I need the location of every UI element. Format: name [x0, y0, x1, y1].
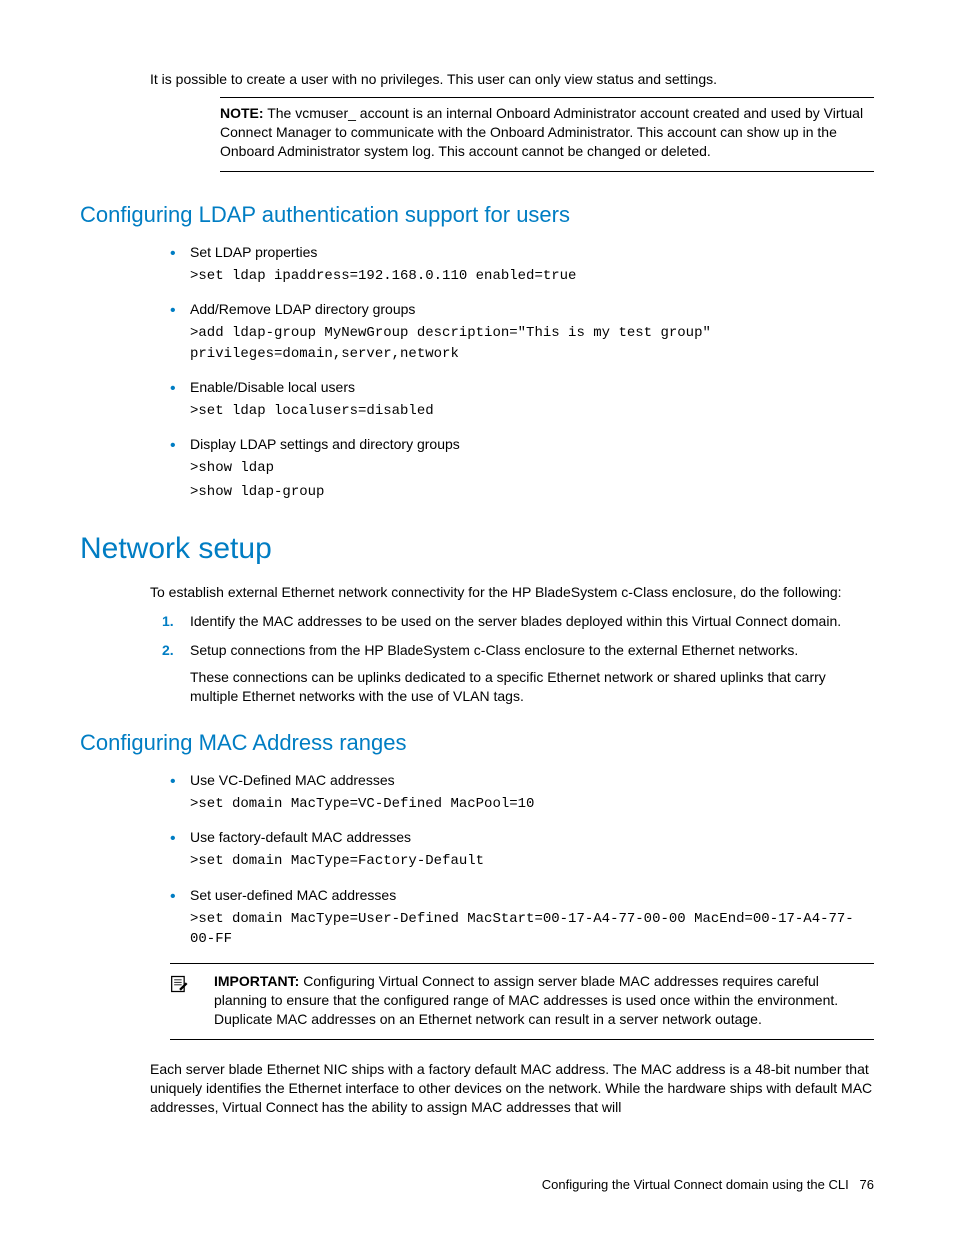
step-number: 2. [162, 641, 174, 660]
step-item: 1. Identify the MAC addresses to be used… [170, 612, 874, 631]
network-steps: 1. Identify the MAC addresses to be used… [170, 612, 874, 706]
item-label: Enable/Disable local users [190, 379, 355, 395]
heading-ldap: Configuring LDAP authentication support … [80, 200, 874, 230]
list-item: Display LDAP settings and directory grou… [170, 435, 874, 502]
item-label: Add/Remove LDAP directory groups [190, 301, 415, 317]
item-label: Use factory-default MAC addresses [190, 829, 411, 845]
code-line: >set ldap ipaddress=192.168.0.110 enable… [190, 266, 874, 286]
footer-text: Configuring the Virtual Connect domain u… [542, 1177, 849, 1192]
step-text: Setup connections from the HP BladeSyste… [190, 642, 798, 658]
list-item: Use factory-default MAC addresses >set d… [170, 828, 874, 871]
important-icon [170, 972, 214, 1029]
important-label: IMPORTANT: [214, 973, 299, 989]
step-sub: These connections can be uplinks dedicat… [190, 668, 874, 706]
step-item: 2. Setup connections from the HP BladeSy… [170, 641, 874, 706]
item-label: Display LDAP settings and directory grou… [190, 436, 460, 452]
code-line: >show ldap [190, 458, 874, 478]
item-label: Set user-defined MAC addresses [190, 887, 396, 903]
list-item: Add/Remove LDAP directory groups >add ld… [170, 300, 874, 363]
footer-page: 76 [860, 1177, 874, 1192]
mac-closing: Each server blade Ethernet NIC ships wit… [150, 1060, 874, 1117]
mac-list: Use VC-Defined MAC addresses >set domain… [170, 771, 874, 949]
intro-text: It is possible to create a user with no … [150, 70, 874, 89]
step-number: 1. [162, 612, 174, 631]
list-item: Use VC-Defined MAC addresses >set domain… [170, 771, 874, 814]
code-line: >set ldap localusers=disabled [190, 401, 874, 421]
list-item: Set user-defined MAC addresses >set doma… [170, 886, 874, 949]
note-label: NOTE: [220, 105, 264, 121]
item-label: Use VC-Defined MAC addresses [190, 772, 395, 788]
important-box: IMPORTANT: Configuring Virtual Connect t… [170, 963, 874, 1040]
code-line: >set domain MacType=VC-Defined MacPool=1… [190, 794, 874, 814]
ldap-list: Set LDAP properties >set ldap ipaddress=… [170, 243, 874, 502]
note-text: The vcmuser_ account is an internal Onbo… [220, 105, 863, 159]
network-intro: To establish external Ethernet network c… [150, 583, 874, 602]
heading-network: Network setup [80, 529, 874, 570]
code-line: >set domain MacType=User-Defined MacStar… [190, 909, 874, 950]
list-item: Set LDAP properties >set ldap ipaddress=… [170, 243, 874, 286]
list-item: Enable/Disable local users >set ldap loc… [170, 378, 874, 421]
code-line: >show ldap-group [190, 482, 874, 502]
heading-mac: Configuring MAC Address ranges [80, 728, 874, 758]
step-text: Identify the MAC addresses to be used on… [190, 613, 841, 629]
note-box: NOTE: The vcmuser_ account is an interna… [220, 97, 874, 172]
code-line: >add ldap-group MyNewGroup description="… [190, 323, 874, 364]
important-text: Configuring Virtual Connect to assign se… [214, 973, 838, 1027]
page-footer: Configuring the Virtual Connect domain u… [80, 1176, 874, 1194]
code-line: >set domain MacType=Factory-Default [190, 851, 874, 871]
item-label: Set LDAP properties [190, 244, 317, 260]
